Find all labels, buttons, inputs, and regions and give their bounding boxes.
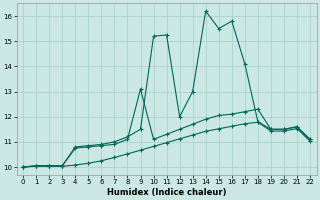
X-axis label: Humidex (Indice chaleur): Humidex (Indice chaleur) (107, 188, 226, 197)
